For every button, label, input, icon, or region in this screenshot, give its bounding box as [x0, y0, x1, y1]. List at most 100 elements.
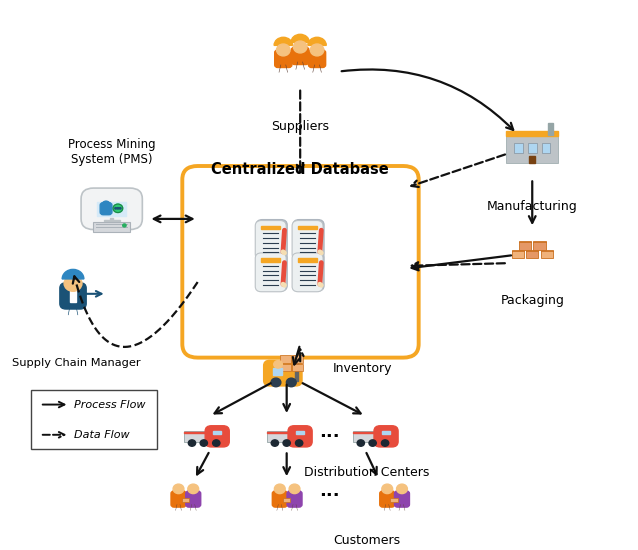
Bar: [528, 143, 537, 152]
Bar: [506, 136, 558, 163]
Circle shape: [310, 44, 324, 56]
Circle shape: [286, 378, 296, 387]
FancyBboxPatch shape: [60, 283, 86, 309]
Text: Process Flow: Process Flow: [74, 399, 145, 410]
Circle shape: [188, 484, 198, 493]
Bar: [298, 226, 317, 229]
Circle shape: [357, 440, 364, 446]
Circle shape: [369, 440, 376, 446]
Text: ...: ...: [320, 422, 340, 441]
Circle shape: [119, 207, 121, 209]
Bar: [526, 250, 538, 258]
Text: Packaging: Packaging: [500, 294, 564, 307]
Bar: [382, 431, 390, 435]
FancyBboxPatch shape: [288, 426, 312, 447]
Circle shape: [382, 484, 392, 493]
Bar: [540, 250, 553, 258]
Bar: [267, 432, 294, 433]
Circle shape: [115, 207, 117, 209]
FancyBboxPatch shape: [256, 219, 287, 258]
FancyBboxPatch shape: [256, 252, 287, 291]
Bar: [353, 432, 380, 433]
FancyBboxPatch shape: [255, 221, 286, 260]
Text: Distribution Centers: Distribution Centers: [304, 466, 429, 479]
Circle shape: [188, 440, 196, 446]
Bar: [262, 226, 280, 229]
FancyBboxPatch shape: [275, 50, 292, 68]
Text: Supply Chain Manager: Supply Chain Manager: [11, 358, 140, 367]
Circle shape: [382, 440, 389, 446]
Circle shape: [200, 440, 207, 446]
FancyBboxPatch shape: [263, 360, 302, 386]
Wedge shape: [308, 37, 326, 46]
FancyBboxPatch shape: [380, 491, 395, 507]
Bar: [542, 143, 551, 152]
Circle shape: [122, 224, 126, 227]
FancyBboxPatch shape: [394, 491, 410, 507]
Text: Suppliers: Suppliers: [271, 120, 329, 133]
FancyBboxPatch shape: [81, 188, 142, 229]
Bar: [295, 431, 304, 435]
Bar: [213, 431, 221, 435]
Circle shape: [113, 204, 122, 212]
FancyBboxPatch shape: [293, 219, 324, 258]
Bar: [529, 156, 535, 163]
Bar: [279, 364, 291, 371]
Bar: [519, 241, 531, 250]
FancyBboxPatch shape: [171, 491, 186, 507]
Wedge shape: [62, 270, 84, 279]
Text: Inventory: Inventory: [333, 362, 392, 375]
Bar: [93, 222, 130, 232]
FancyBboxPatch shape: [186, 491, 201, 507]
Bar: [283, 498, 290, 502]
Bar: [390, 498, 398, 502]
FancyBboxPatch shape: [292, 253, 323, 292]
Circle shape: [293, 41, 307, 53]
FancyBboxPatch shape: [272, 491, 287, 507]
Circle shape: [117, 207, 119, 209]
FancyBboxPatch shape: [287, 491, 302, 507]
FancyBboxPatch shape: [205, 426, 229, 447]
Bar: [547, 123, 553, 135]
FancyBboxPatch shape: [374, 426, 398, 447]
Circle shape: [276, 44, 290, 56]
Bar: [104, 220, 119, 222]
Text: ...: ...: [320, 482, 340, 500]
FancyBboxPatch shape: [31, 390, 156, 449]
Bar: [267, 431, 294, 442]
Circle shape: [64, 276, 82, 292]
Circle shape: [271, 378, 281, 387]
Circle shape: [212, 440, 220, 446]
Circle shape: [274, 484, 285, 493]
Bar: [262, 258, 280, 262]
FancyBboxPatch shape: [292, 221, 323, 260]
Wedge shape: [274, 37, 292, 46]
Circle shape: [173, 484, 184, 493]
Bar: [295, 358, 299, 381]
Circle shape: [397, 484, 408, 493]
FancyBboxPatch shape: [293, 252, 324, 291]
Bar: [512, 250, 524, 258]
Wedge shape: [291, 34, 309, 42]
FancyBboxPatch shape: [308, 50, 325, 68]
Circle shape: [102, 201, 110, 208]
Text: Centralized Database: Centralized Database: [211, 162, 389, 177]
Bar: [353, 431, 380, 442]
FancyBboxPatch shape: [100, 202, 112, 215]
Circle shape: [295, 440, 303, 446]
Bar: [110, 218, 114, 221]
Bar: [292, 364, 303, 371]
Text: Customers: Customers: [333, 534, 400, 547]
Bar: [292, 355, 303, 363]
Bar: [70, 290, 75, 303]
Text: Process Mining
System (PMS): Process Mining System (PMS): [68, 138, 156, 166]
Circle shape: [283, 440, 290, 446]
Bar: [279, 355, 291, 363]
Text: Manufacturing: Manufacturing: [487, 200, 577, 213]
Circle shape: [274, 361, 283, 368]
FancyBboxPatch shape: [255, 253, 286, 292]
Bar: [533, 241, 545, 250]
Bar: [184, 432, 211, 433]
Bar: [506, 131, 558, 136]
Bar: [273, 368, 282, 375]
